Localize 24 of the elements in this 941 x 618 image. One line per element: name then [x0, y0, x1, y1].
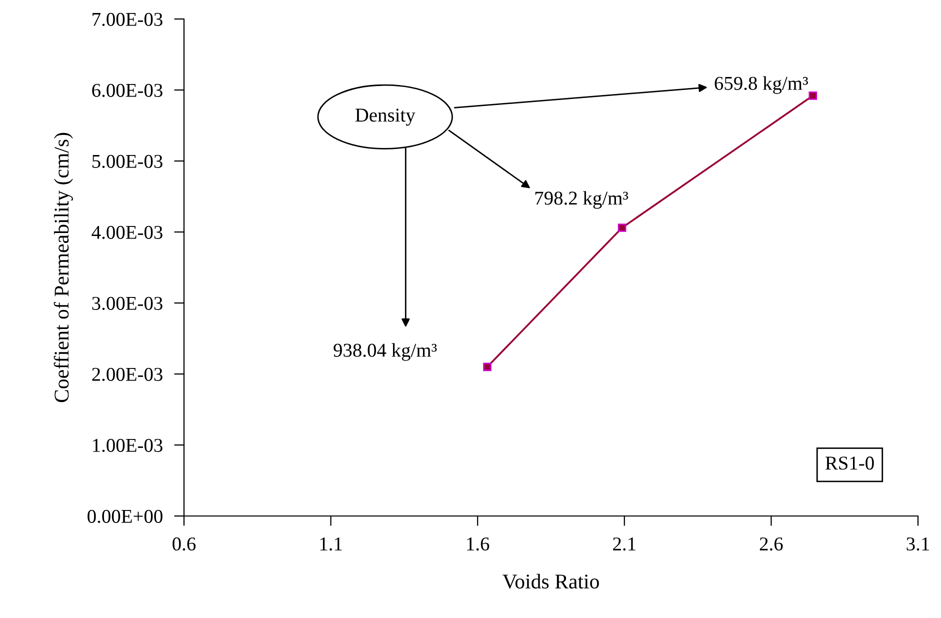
y-tick-label: 7.00E-03: [92, 12, 162, 26]
y-tick-label: 4.00E-03: [92, 226, 162, 240]
y-axis-title: Coeffient of Permeability (cm/s): [54, 132, 73, 402]
y-tick-label: 6.00E-03: [92, 84, 162, 98]
x-tick-label: 2.6: [760, 537, 783, 551]
y-tick-label: 3.00E-03: [92, 296, 162, 310]
y-tick-label: 5.00E-03: [92, 154, 162, 168]
annotation: 659.8 kg/m³: [714, 76, 808, 94]
y-tick-label: 2.00E-03: [92, 368, 162, 382]
y-tick-label: 0.00E+00: [88, 510, 162, 524]
x-tick-label: 3.1: [906, 537, 929, 551]
annotation: 798.2 kg/m³: [535, 191, 628, 209]
x-tick-label: 1.6: [467, 537, 490, 551]
annotation: 938.04 kg/m³: [334, 343, 437, 361]
x-tick-label: 1.1: [320, 537, 342, 551]
annotation: Density: [355, 108, 416, 126]
point: [618, 224, 626, 232]
x-tick-label: 0.6: [172, 537, 196, 551]
point: [808, 92, 818, 100]
point: [483, 362, 492, 372]
x-tick-label: 2.1: [613, 537, 636, 551]
annotation: RS1-0: [825, 456, 874, 470]
y-tick-label: 1.00E-03: [93, 438, 162, 452]
x-axis-title: Voids Ratio: [502, 574, 599, 589]
